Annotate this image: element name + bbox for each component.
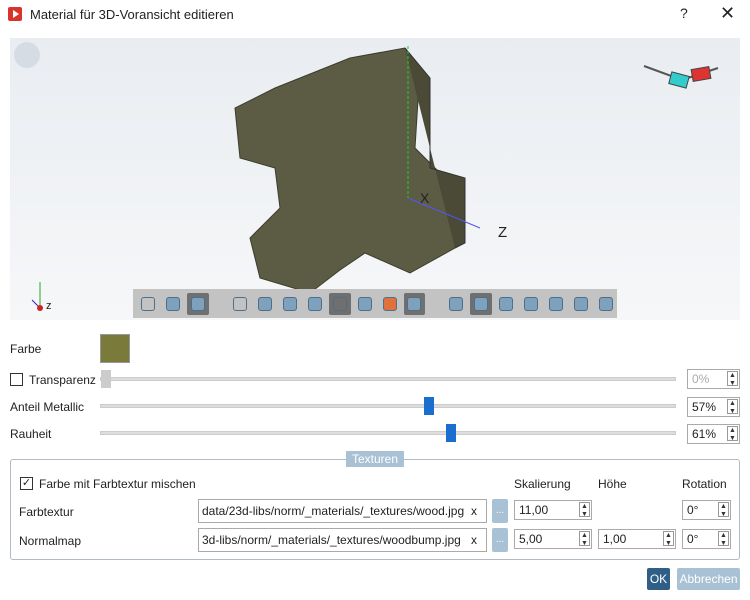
wireframe-cylinder-icon[interactable] bbox=[137, 293, 159, 315]
shaded-cylinder-glyph bbox=[165, 296, 180, 311]
transparenz-slider[interactable] bbox=[100, 370, 676, 388]
axis-z-label: Z bbox=[498, 224, 508, 241]
section-cylinder-icon[interactable] bbox=[354, 293, 376, 315]
farbtextur-path-input[interactable]: data/23d-libs/norm/_materials/_textures/… bbox=[198, 499, 487, 523]
shaded-edges-cylinder-icon[interactable] bbox=[186, 292, 209, 315]
textured-cylinder-glyph bbox=[382, 296, 397, 311]
farbtextur-scale: 11,00 bbox=[519, 503, 549, 517]
rauheit-slider[interactable] bbox=[100, 424, 676, 442]
zoom-window-icon[interactable] bbox=[254, 293, 276, 315]
zoom-icon[interactable] bbox=[229, 293, 251, 315]
normalmap-rotation: 0° bbox=[687, 532, 699, 546]
view-toolbar bbox=[133, 289, 617, 318]
shaded-edges-cylinder-glyph bbox=[190, 296, 205, 311]
farbtextur-clear-button[interactable]: x bbox=[471, 504, 477, 518]
view-front-icon[interactable] bbox=[445, 293, 467, 315]
zoom-window-glyph bbox=[257, 296, 272, 311]
axis-x-label: X bbox=[420, 190, 430, 206]
color-swatch-button[interactable] bbox=[100, 334, 130, 363]
farbtextur-rotation-spinbox[interactable]: 0° ▲ ▼ bbox=[682, 500, 731, 520]
grid-wireframe-glyph bbox=[332, 296, 347, 311]
farbtextur-path: data/23d-libs/norm/_materials/_textures/… bbox=[202, 504, 465, 518]
orbit-icon[interactable] bbox=[14, 42, 40, 68]
view-front-glyph bbox=[449, 296, 464, 311]
view-iso-icon[interactable] bbox=[595, 293, 617, 315]
normalmap-label: Normalmap bbox=[19, 534, 82, 548]
dark-cube-icon[interactable] bbox=[403, 292, 426, 315]
metallic-value: 57% bbox=[692, 400, 717, 414]
rotate-glyph bbox=[282, 296, 297, 311]
col-height-header: Höhe bbox=[598, 477, 627, 491]
title-bar: Material für 3D-Voransicht editieren ? ✕ bbox=[0, 0, 750, 30]
3d-glasses-icon[interactable] bbox=[642, 58, 720, 92]
grid-wireframe-icon[interactable] bbox=[328, 292, 351, 315]
view-right-glyph bbox=[524, 296, 539, 311]
view-bottom-icon[interactable] bbox=[570, 293, 592, 315]
rotate-icon[interactable] bbox=[279, 293, 301, 315]
farbtextur-scale-spinbox[interactable]: 11,00 ▲ ▼ bbox=[514, 500, 592, 520]
dark-cube-glyph bbox=[407, 296, 422, 311]
model-render bbox=[234, 46, 481, 294]
toolbar-view-icon[interactable] bbox=[304, 293, 326, 315]
3d-preview-viewport[interactable]: X Z z bbox=[10, 38, 740, 320]
view-top-glyph bbox=[549, 296, 564, 311]
close-button[interactable]: ✕ bbox=[720, 3, 736, 23]
col-rotation-header: Rotation bbox=[682, 477, 727, 491]
textures-group-title: Texturen bbox=[346, 451, 404, 467]
cancel-button[interactable]: Abbrechen bbox=[677, 568, 740, 590]
rauheit-label: Rauheit bbox=[10, 427, 52, 441]
farbtextur-label: Farbtextur bbox=[19, 505, 74, 519]
normalmap-clear-button[interactable]: x bbox=[471, 533, 477, 547]
transparenz-checkbox[interactable] bbox=[10, 373, 23, 386]
view-back-glyph bbox=[474, 296, 489, 311]
view-top-icon[interactable] bbox=[545, 293, 567, 315]
shaded-cylinder-icon[interactable] bbox=[162, 293, 184, 315]
zoom-glyph bbox=[232, 296, 247, 311]
rauheit-value: 61% bbox=[692, 427, 717, 441]
metallic-spinbox[interactable]: 57% ▲ ▼ bbox=[687, 397, 740, 417]
normalmap-path-input[interactable]: 3d-libs/norm/_materials/_textures/woodbu… bbox=[198, 528, 487, 552]
mix-label: Farbe mit Farbtextur mischen bbox=[39, 477, 196, 491]
axis-triad-icon: z bbox=[28, 278, 58, 312]
mix-checkbox[interactable]: ✓ bbox=[20, 477, 33, 490]
farbe-label: Farbe bbox=[10, 342, 42, 356]
normalmap-height-spinbox[interactable]: 1,00 ▲ ▼ bbox=[598, 529, 676, 549]
metallic-slider[interactable] bbox=[100, 397, 676, 415]
textured-cylinder-icon[interactable] bbox=[379, 293, 401, 315]
app-icon bbox=[8, 7, 22, 21]
window-title: Material für 3D-Voransicht editieren bbox=[30, 7, 234, 22]
view-left-icon[interactable] bbox=[495, 293, 517, 315]
transparenz-label: Transparenz bbox=[29, 373, 96, 387]
col-scale-header: Skalierung bbox=[514, 477, 571, 491]
transparenz-spinbox[interactable]: 0% ▲ ▼ bbox=[687, 369, 740, 389]
view-iso-glyph bbox=[599, 296, 614, 311]
farbtextur-rotation: 0° bbox=[687, 503, 699, 517]
help-button[interactable]: ? bbox=[680, 5, 688, 21]
normalmap-scale: 5,00 bbox=[519, 532, 543, 546]
view-left-glyph bbox=[499, 296, 514, 311]
normalmap-path: 3d-libs/norm/_materials/_textures/woodbu… bbox=[202, 533, 461, 547]
view-bottom-glyph bbox=[574, 296, 589, 311]
normalmap-scale-spinbox[interactable]: 5,00 ▲ ▼ bbox=[514, 529, 592, 549]
transparenz-value: 0% bbox=[692, 372, 710, 386]
section-cylinder-glyph bbox=[357, 296, 372, 311]
normalmap-rotation-spinbox[interactable]: 0° ▲ ▼ bbox=[682, 529, 731, 549]
ok-button[interactable]: OK bbox=[647, 568, 670, 590]
view-right-icon[interactable] bbox=[520, 293, 542, 315]
normalmap-height: 1,00 bbox=[603, 532, 627, 546]
view-back-icon[interactable] bbox=[470, 292, 493, 315]
toolbar-view-glyph bbox=[307, 296, 322, 311]
normalmap-browse-button[interactable]: ... bbox=[492, 528, 508, 552]
rauheit-spinbox[interactable]: 61% ▲ ▼ bbox=[687, 424, 740, 444]
metallic-label: Anteil Metallic bbox=[10, 400, 85, 414]
farbtextur-browse-button[interactable]: ... bbox=[492, 499, 508, 523]
wireframe-cylinder-glyph bbox=[140, 296, 155, 311]
